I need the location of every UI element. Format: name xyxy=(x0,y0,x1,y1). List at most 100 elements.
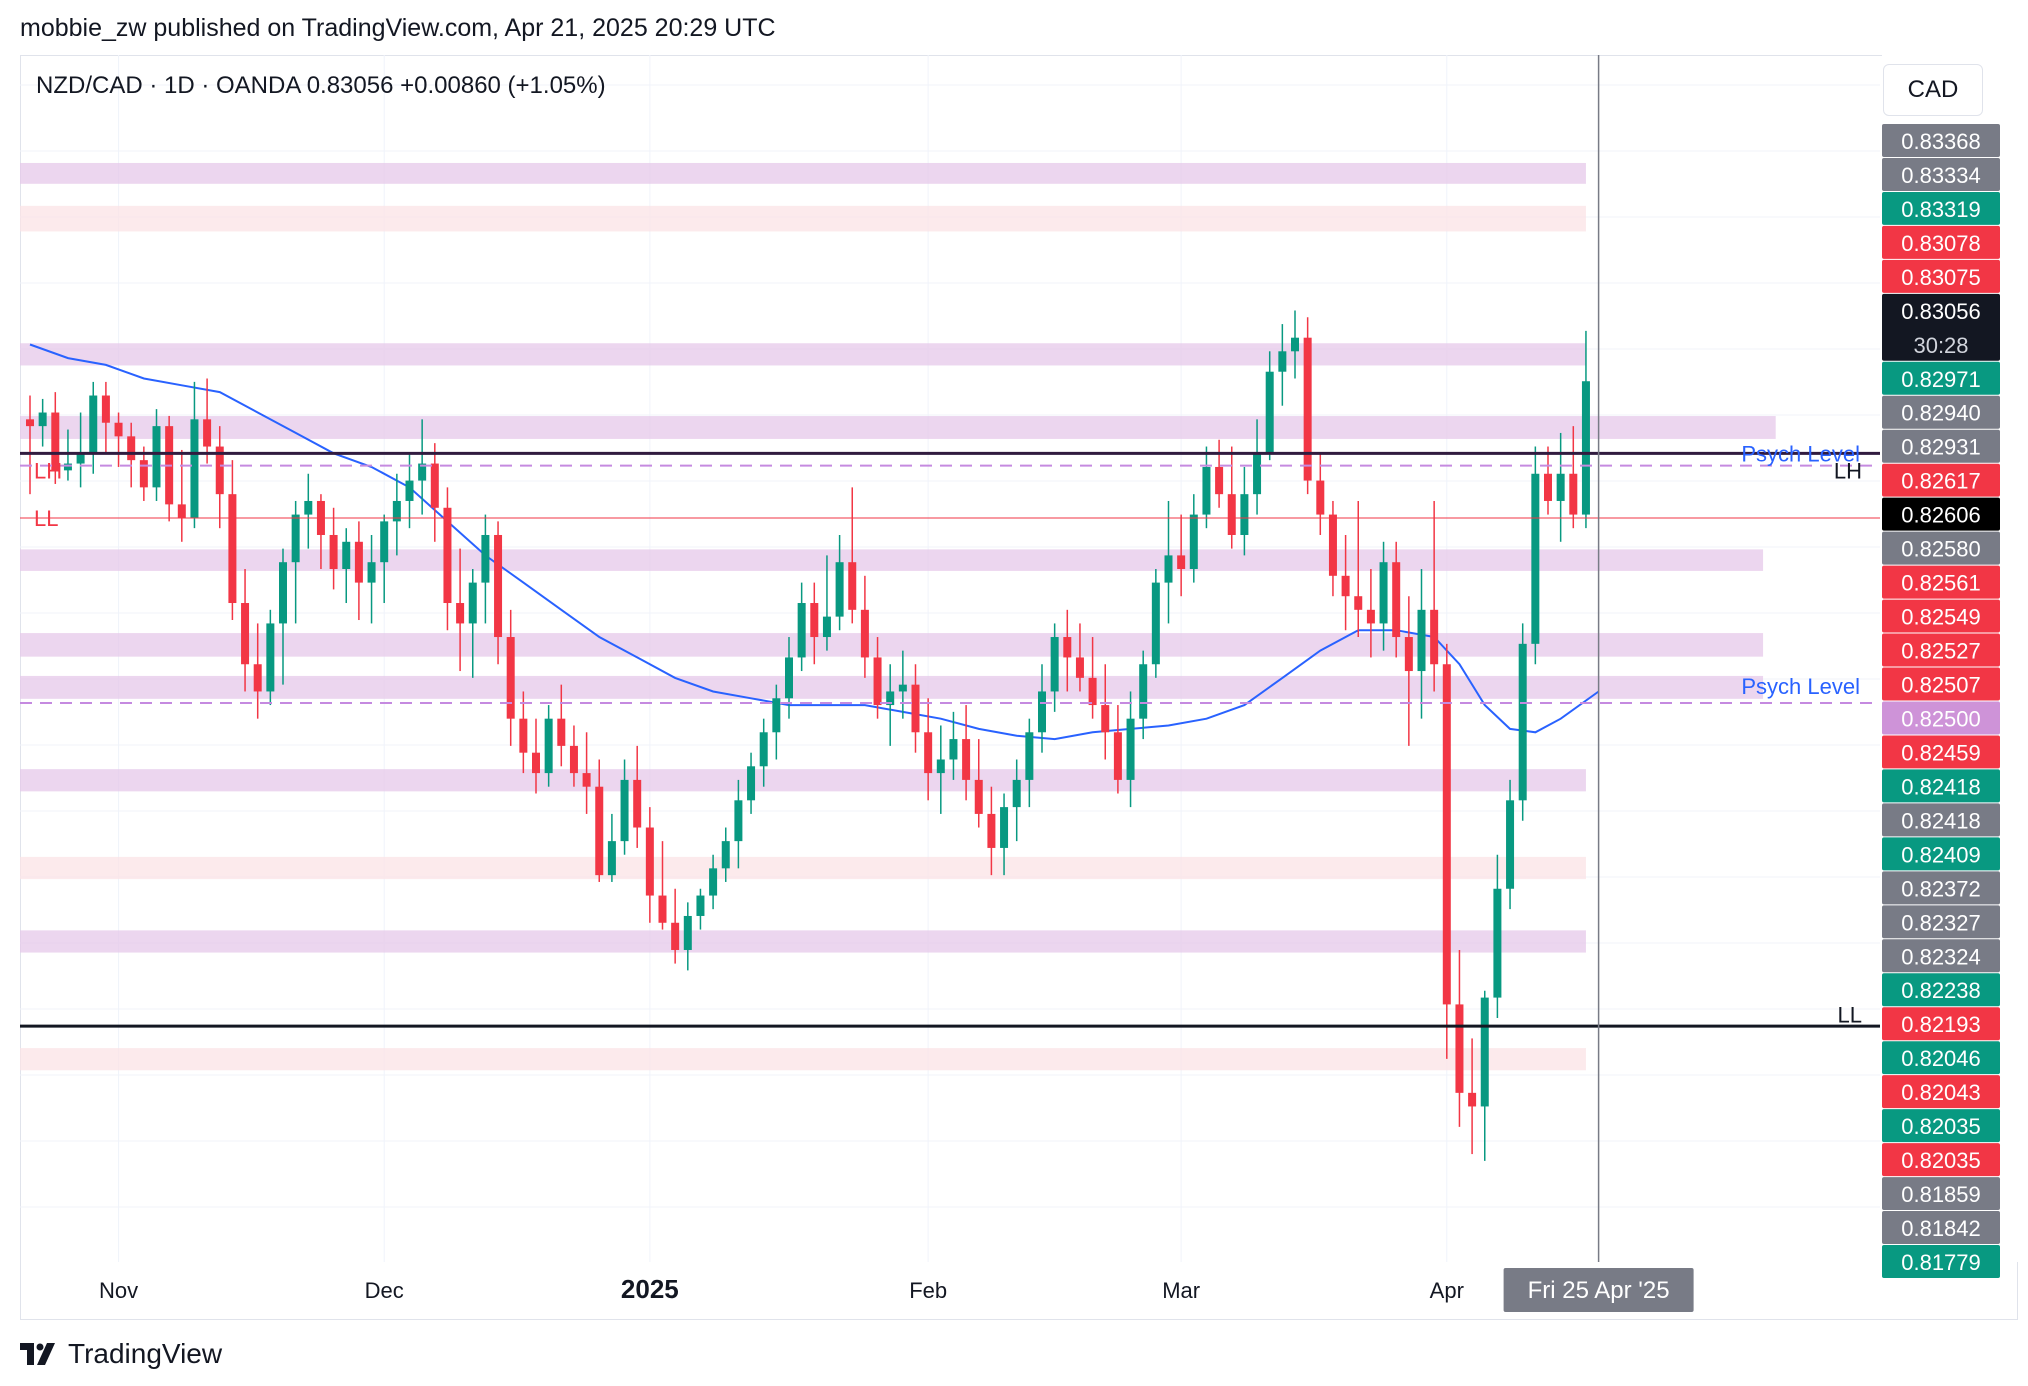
candle-body xyxy=(139,460,148,488)
candle xyxy=(785,637,793,719)
price-label-bg xyxy=(1882,531,2000,565)
time-tick-dec: Dec xyxy=(365,1278,404,1303)
price-label-text: 0.82500 xyxy=(1901,706,1981,731)
candle xyxy=(1063,609,1072,692)
candle-body xyxy=(392,500,401,522)
candle xyxy=(633,745,642,848)
candle xyxy=(848,487,857,624)
candle xyxy=(494,521,503,665)
candle-body xyxy=(1518,643,1527,801)
symbol-info[interactable]: NZD/CAD · 1D · OANDA 0.83056 +0.00860 (+… xyxy=(36,72,606,99)
candle-body xyxy=(544,718,553,774)
zone-pink xyxy=(20,205,1586,232)
candle-body xyxy=(304,500,313,515)
candle-body xyxy=(709,868,718,896)
candle-body xyxy=(481,534,490,583)
price-label-text: 0.82971 xyxy=(1901,367,1981,392)
candle xyxy=(127,422,136,488)
candle xyxy=(1316,453,1325,535)
candle xyxy=(51,392,60,484)
annotation-lh: LH xyxy=(34,458,62,483)
candle xyxy=(354,521,363,621)
price-label: 0.82459 xyxy=(1882,735,2000,769)
candle-body xyxy=(1417,609,1426,672)
tradingview-brand[interactable]: TradingView xyxy=(68,1338,223,1369)
currency-selector[interactable]: CAD xyxy=(1883,64,1983,116)
price-label-text: 0.82507 xyxy=(1901,673,1981,698)
candle-body xyxy=(38,412,47,427)
price-label-bg xyxy=(1882,599,2000,633)
candle-body xyxy=(63,463,72,471)
candle xyxy=(860,575,869,678)
price-label: 0.82327 xyxy=(1882,905,2000,939)
price-label-text: 0.83075 xyxy=(1901,265,1981,290)
candle xyxy=(1227,446,1236,549)
zone-pink xyxy=(20,856,1586,880)
candle xyxy=(721,827,730,882)
candle xyxy=(190,381,199,529)
price-label: 0.82324 xyxy=(1882,939,2000,973)
price-label-text: 0.83334 xyxy=(1901,163,1981,188)
price-label-bg xyxy=(1882,1177,2000,1211)
candle-body xyxy=(1493,888,1502,998)
candle-body xyxy=(342,541,351,570)
candle xyxy=(1012,759,1021,842)
candle-body xyxy=(114,422,123,437)
price-label-text: 0.82617 xyxy=(1901,469,1981,494)
candle xyxy=(1404,596,1413,746)
price-label-bg xyxy=(1882,837,2000,871)
candle-body xyxy=(620,779,629,842)
price-label-text: 0.83368 xyxy=(1901,129,1981,154)
candle xyxy=(1240,466,1249,556)
candle-body xyxy=(785,657,793,699)
price-label: 0.81859 xyxy=(1882,1177,2000,1211)
price-label-bg xyxy=(1882,1109,2000,1143)
candle xyxy=(949,711,958,780)
candle xyxy=(1379,541,1388,651)
price-label-bg xyxy=(1882,871,2000,905)
candle xyxy=(63,429,72,481)
candle xyxy=(797,582,806,672)
candle xyxy=(1139,650,1148,740)
candle-body xyxy=(266,623,275,692)
candle-body xyxy=(468,582,477,624)
crosshair-date: Fri 25 Apr '25 xyxy=(1503,1268,1694,1312)
candle xyxy=(89,381,98,474)
candle xyxy=(456,548,465,672)
publish-info: mobbie_zw published on TradingView.com, … xyxy=(20,14,776,42)
candle xyxy=(747,752,756,814)
candle-body xyxy=(1253,453,1262,495)
candle xyxy=(203,378,212,464)
candle xyxy=(1075,623,1084,692)
candle xyxy=(1265,351,1274,461)
price-label: 0.82500 xyxy=(1882,701,2000,735)
candle xyxy=(936,725,945,814)
price-label-bg xyxy=(1882,124,2000,157)
price-label: 0.82940 xyxy=(1882,395,2000,429)
price-label-text: 0.81779 xyxy=(1901,1250,1981,1275)
candle-body xyxy=(1354,596,1363,610)
candle xyxy=(152,409,161,501)
price-label: 0.82193 xyxy=(1882,1007,2000,1041)
candle-body xyxy=(380,521,389,563)
candle xyxy=(443,487,452,631)
candle xyxy=(683,902,692,971)
zone-pink xyxy=(20,1048,1586,1071)
price-label: 0.83334 xyxy=(1882,157,2000,191)
candle-body xyxy=(532,752,540,774)
price-label-text: 0.82193 xyxy=(1901,1012,1981,1037)
price-label-bg xyxy=(1882,939,2000,973)
candle-body xyxy=(683,915,692,950)
candle-body xyxy=(898,684,907,692)
tradingview-logo-icon[interactable] xyxy=(20,1343,58,1365)
candle-body xyxy=(329,534,338,570)
candle-body xyxy=(127,436,136,461)
candle xyxy=(1531,446,1540,665)
candle-body xyxy=(658,895,667,923)
candle xyxy=(392,473,401,556)
price-label-text: 0.82459 xyxy=(1901,740,1981,765)
price-label-bg xyxy=(1882,1007,2000,1041)
time-tick-nov: Nov xyxy=(99,1278,138,1303)
candle-body xyxy=(1240,494,1249,535)
